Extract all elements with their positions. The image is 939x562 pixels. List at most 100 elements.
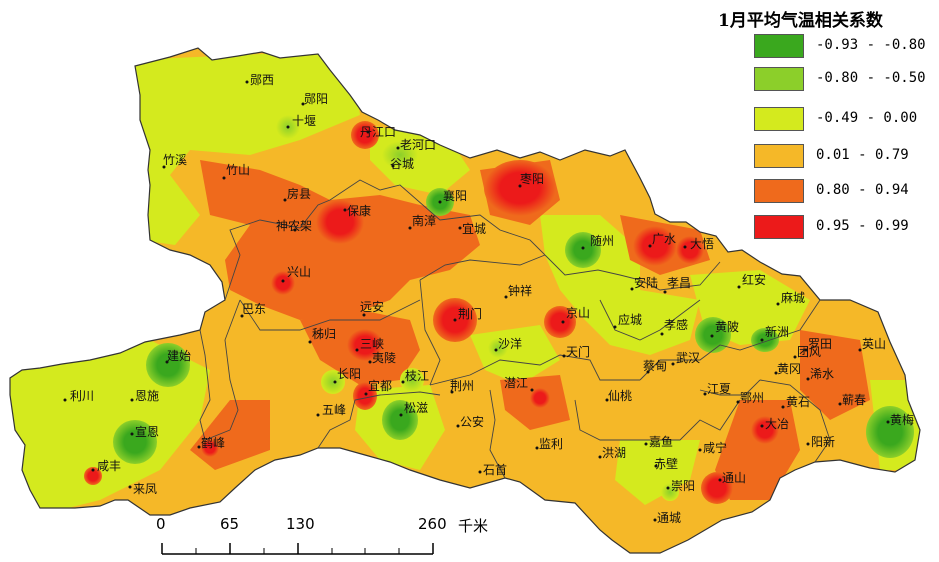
city-label: 新洲 xyxy=(765,324,789,339)
city-label: 咸宁 xyxy=(703,440,727,455)
legend-item: -0.93 - -0.80 xyxy=(754,34,936,60)
city-label: 崇阳 xyxy=(671,479,695,493)
city-label: 蔡甸 xyxy=(643,359,667,373)
city-label: 洪湖 xyxy=(602,445,626,460)
city-label: 谷城 xyxy=(390,157,414,171)
city-label: 保康 xyxy=(347,203,371,218)
city-label: 三峡 xyxy=(360,337,384,351)
city-label: 利川 xyxy=(70,389,94,403)
city-label: 英山 xyxy=(862,337,886,351)
legend-item: 0.80 - 0.94 xyxy=(754,179,936,205)
legend-label: -0.80 - -0.50 xyxy=(816,70,926,86)
scale-bar-line xyxy=(161,543,434,555)
city-label: 老河口 xyxy=(400,138,436,152)
city-label: 来凤 xyxy=(133,482,157,496)
city-label: 宣恩 xyxy=(135,424,159,439)
city-label: 宜都 xyxy=(368,378,392,393)
legend-item: -0.49 - 0.00 xyxy=(754,107,936,133)
city-label: 夷陵 xyxy=(372,350,396,365)
legend: 1月平均气温相关系数 -0.93 - -0.80 -0.80 - -0.50 -… xyxy=(700,4,936,244)
city-label: 巴东 xyxy=(242,302,266,316)
legend-swatch xyxy=(754,179,804,203)
city-label: 潜江 xyxy=(504,376,528,390)
city-label: 松滋 xyxy=(404,401,428,415)
city-labels: 郧西 郧阳 十堰 丹江口 老河口 谷城 竹溪 竹山 房县 保康 南漳 襄阳 宜城… xyxy=(70,73,914,525)
city-label: 南漳 xyxy=(412,213,436,228)
city-label: 嘉鱼 xyxy=(649,435,673,449)
city-label: 孝昌 xyxy=(667,276,691,290)
legend-swatch xyxy=(754,67,804,91)
city-label: 天门 xyxy=(566,344,590,359)
city-label: 荆门 xyxy=(458,306,482,321)
city-label: 公安 xyxy=(460,414,484,429)
city-label: 随州 xyxy=(590,233,614,248)
city-label: 神农架 xyxy=(276,219,312,233)
city-label: 十堰 xyxy=(292,114,316,128)
city-label: 广水 xyxy=(652,232,676,246)
legend-label: -0.49 - 0.00 xyxy=(816,110,918,126)
city-label: 恩施 xyxy=(135,389,159,403)
city-points xyxy=(63,80,890,522)
legend-item: -0.80 - -0.50 xyxy=(754,67,936,93)
city-label: 竹山 xyxy=(226,163,250,177)
city-label: 江夏 xyxy=(707,382,731,396)
city-label: 应城 xyxy=(618,312,642,327)
city-label: 团风 xyxy=(797,345,821,359)
city-label: 黄冈 xyxy=(777,362,801,376)
city-label: 黄石 xyxy=(786,395,810,409)
legend-label: 0.80 - 0.94 xyxy=(816,182,909,198)
city-label: 五峰 xyxy=(322,403,346,417)
city-label: 蕲春 xyxy=(842,393,866,407)
legend-swatch xyxy=(754,144,804,168)
city-label: 仙桃 xyxy=(608,388,632,403)
city-label: 石首 xyxy=(483,463,507,477)
city-label: 大悟 xyxy=(690,236,714,251)
city-label: 枝江 xyxy=(405,368,429,383)
legend-swatch xyxy=(754,107,804,131)
city-label: 京山 xyxy=(566,306,590,320)
city-label: 鄂州 xyxy=(740,391,764,405)
city-label: 郧阳 xyxy=(304,92,328,106)
city-label: 荆州 xyxy=(450,379,474,393)
city-label: 红安 xyxy=(742,272,766,287)
province-border xyxy=(9,47,921,554)
city-label: 钟祥 xyxy=(508,283,532,298)
city-label: 竹溪 xyxy=(163,153,187,167)
city-label: 武汉 xyxy=(676,351,700,365)
city-label: 鹤峰 xyxy=(201,435,225,450)
city-label: 宜城 xyxy=(462,221,486,236)
city-label: 枣阳 xyxy=(520,172,544,186)
city-label: 浠水 xyxy=(810,367,834,381)
city-label: 长阳 xyxy=(337,367,361,381)
city-label: 兴山 xyxy=(287,265,311,279)
city-label: 赤壁 xyxy=(654,456,678,471)
city-label: 郧西 xyxy=(250,73,274,87)
scale-tick-label: 0 xyxy=(156,515,166,533)
city-label: 黄梅 xyxy=(890,412,914,427)
legend-label: 0.95 - 0.99 xyxy=(816,218,909,234)
scale-tick-label: 65 xyxy=(220,515,240,533)
city-label: 麻城 xyxy=(781,290,805,305)
legend-swatch xyxy=(754,215,804,239)
city-label: 房县 xyxy=(287,186,311,201)
legend-label: 0.01 - 0.79 xyxy=(816,147,909,163)
city-label: 秭归 xyxy=(312,327,336,341)
scale-unit: 千米 xyxy=(458,517,489,535)
city-label: 建始 xyxy=(167,349,191,363)
prefecture-boundaries xyxy=(199,179,831,479)
city-label: 罗田 xyxy=(808,337,832,351)
scale-tick-label: 260 xyxy=(418,515,447,533)
city-label: 远安 xyxy=(360,299,384,314)
city-label: 黄陂 xyxy=(715,319,739,334)
city-label: 阳新 xyxy=(811,434,835,449)
city-label: 监利 xyxy=(539,437,563,451)
city-label: 孝感 xyxy=(664,317,688,332)
city-label: 襄阳 xyxy=(443,188,467,203)
city-label: 咸丰 xyxy=(97,459,121,473)
legend-item: 0.95 - 0.99 xyxy=(754,215,936,241)
legend-label: -0.93 - -0.80 xyxy=(816,37,926,53)
legend-swatch xyxy=(754,34,804,58)
city-label: 沙洋 xyxy=(498,336,522,351)
